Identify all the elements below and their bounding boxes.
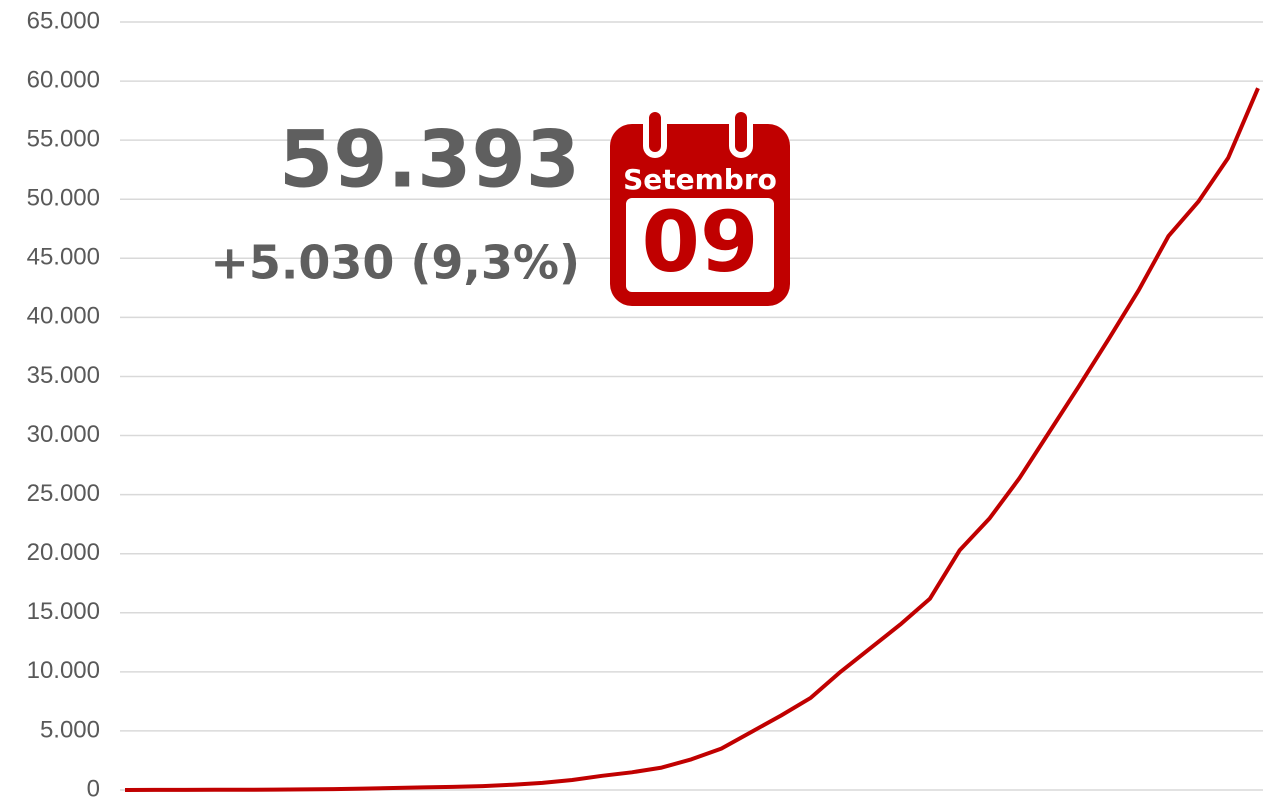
y-tick-label: 20.000: [27, 539, 100, 566]
calendar-ring: [735, 112, 747, 152]
y-tick-label: 15.000: [27, 598, 100, 625]
plot: [124, 87, 1260, 792]
total-annotation: 59.393: [279, 115, 580, 205]
y-tick-label: 25.000: [27, 480, 100, 507]
y-tick-label: 30.000: [27, 421, 100, 448]
y-tick-label: 10.000: [27, 657, 100, 684]
y-axis: 0 5.000 10.000 15.000 20.000 25.000 30.000 35.0…: [27, 7, 100, 802]
y-tick-label: 60.000: [27, 66, 100, 93]
calendar-month: Setembro: [623, 163, 777, 196]
y-tick-label: 55.000: [27, 125, 100, 152]
calendar-icon: Setembro 09: [610, 108, 790, 306]
y-tick-label: 5.000: [40, 716, 100, 743]
y-tick-label: 45.000: [27, 244, 100, 271]
y-tick-label: 35.000: [27, 362, 100, 389]
data-line: [124, 87, 1260, 792]
calendar-day: 09: [642, 193, 759, 291]
calendar-page: [626, 198, 774, 292]
grid: [120, 21, 1263, 791]
y-tick-label: 50.000: [27, 185, 100, 212]
change-annotation: +5.030 (9,3%): [210, 236, 580, 290]
y-tick-label: 65.000: [27, 7, 100, 34]
y-tick-label: 40.000: [27, 303, 100, 330]
y-tick-label: 0: [87, 775, 100, 802]
calendar-ring: [649, 112, 661, 152]
